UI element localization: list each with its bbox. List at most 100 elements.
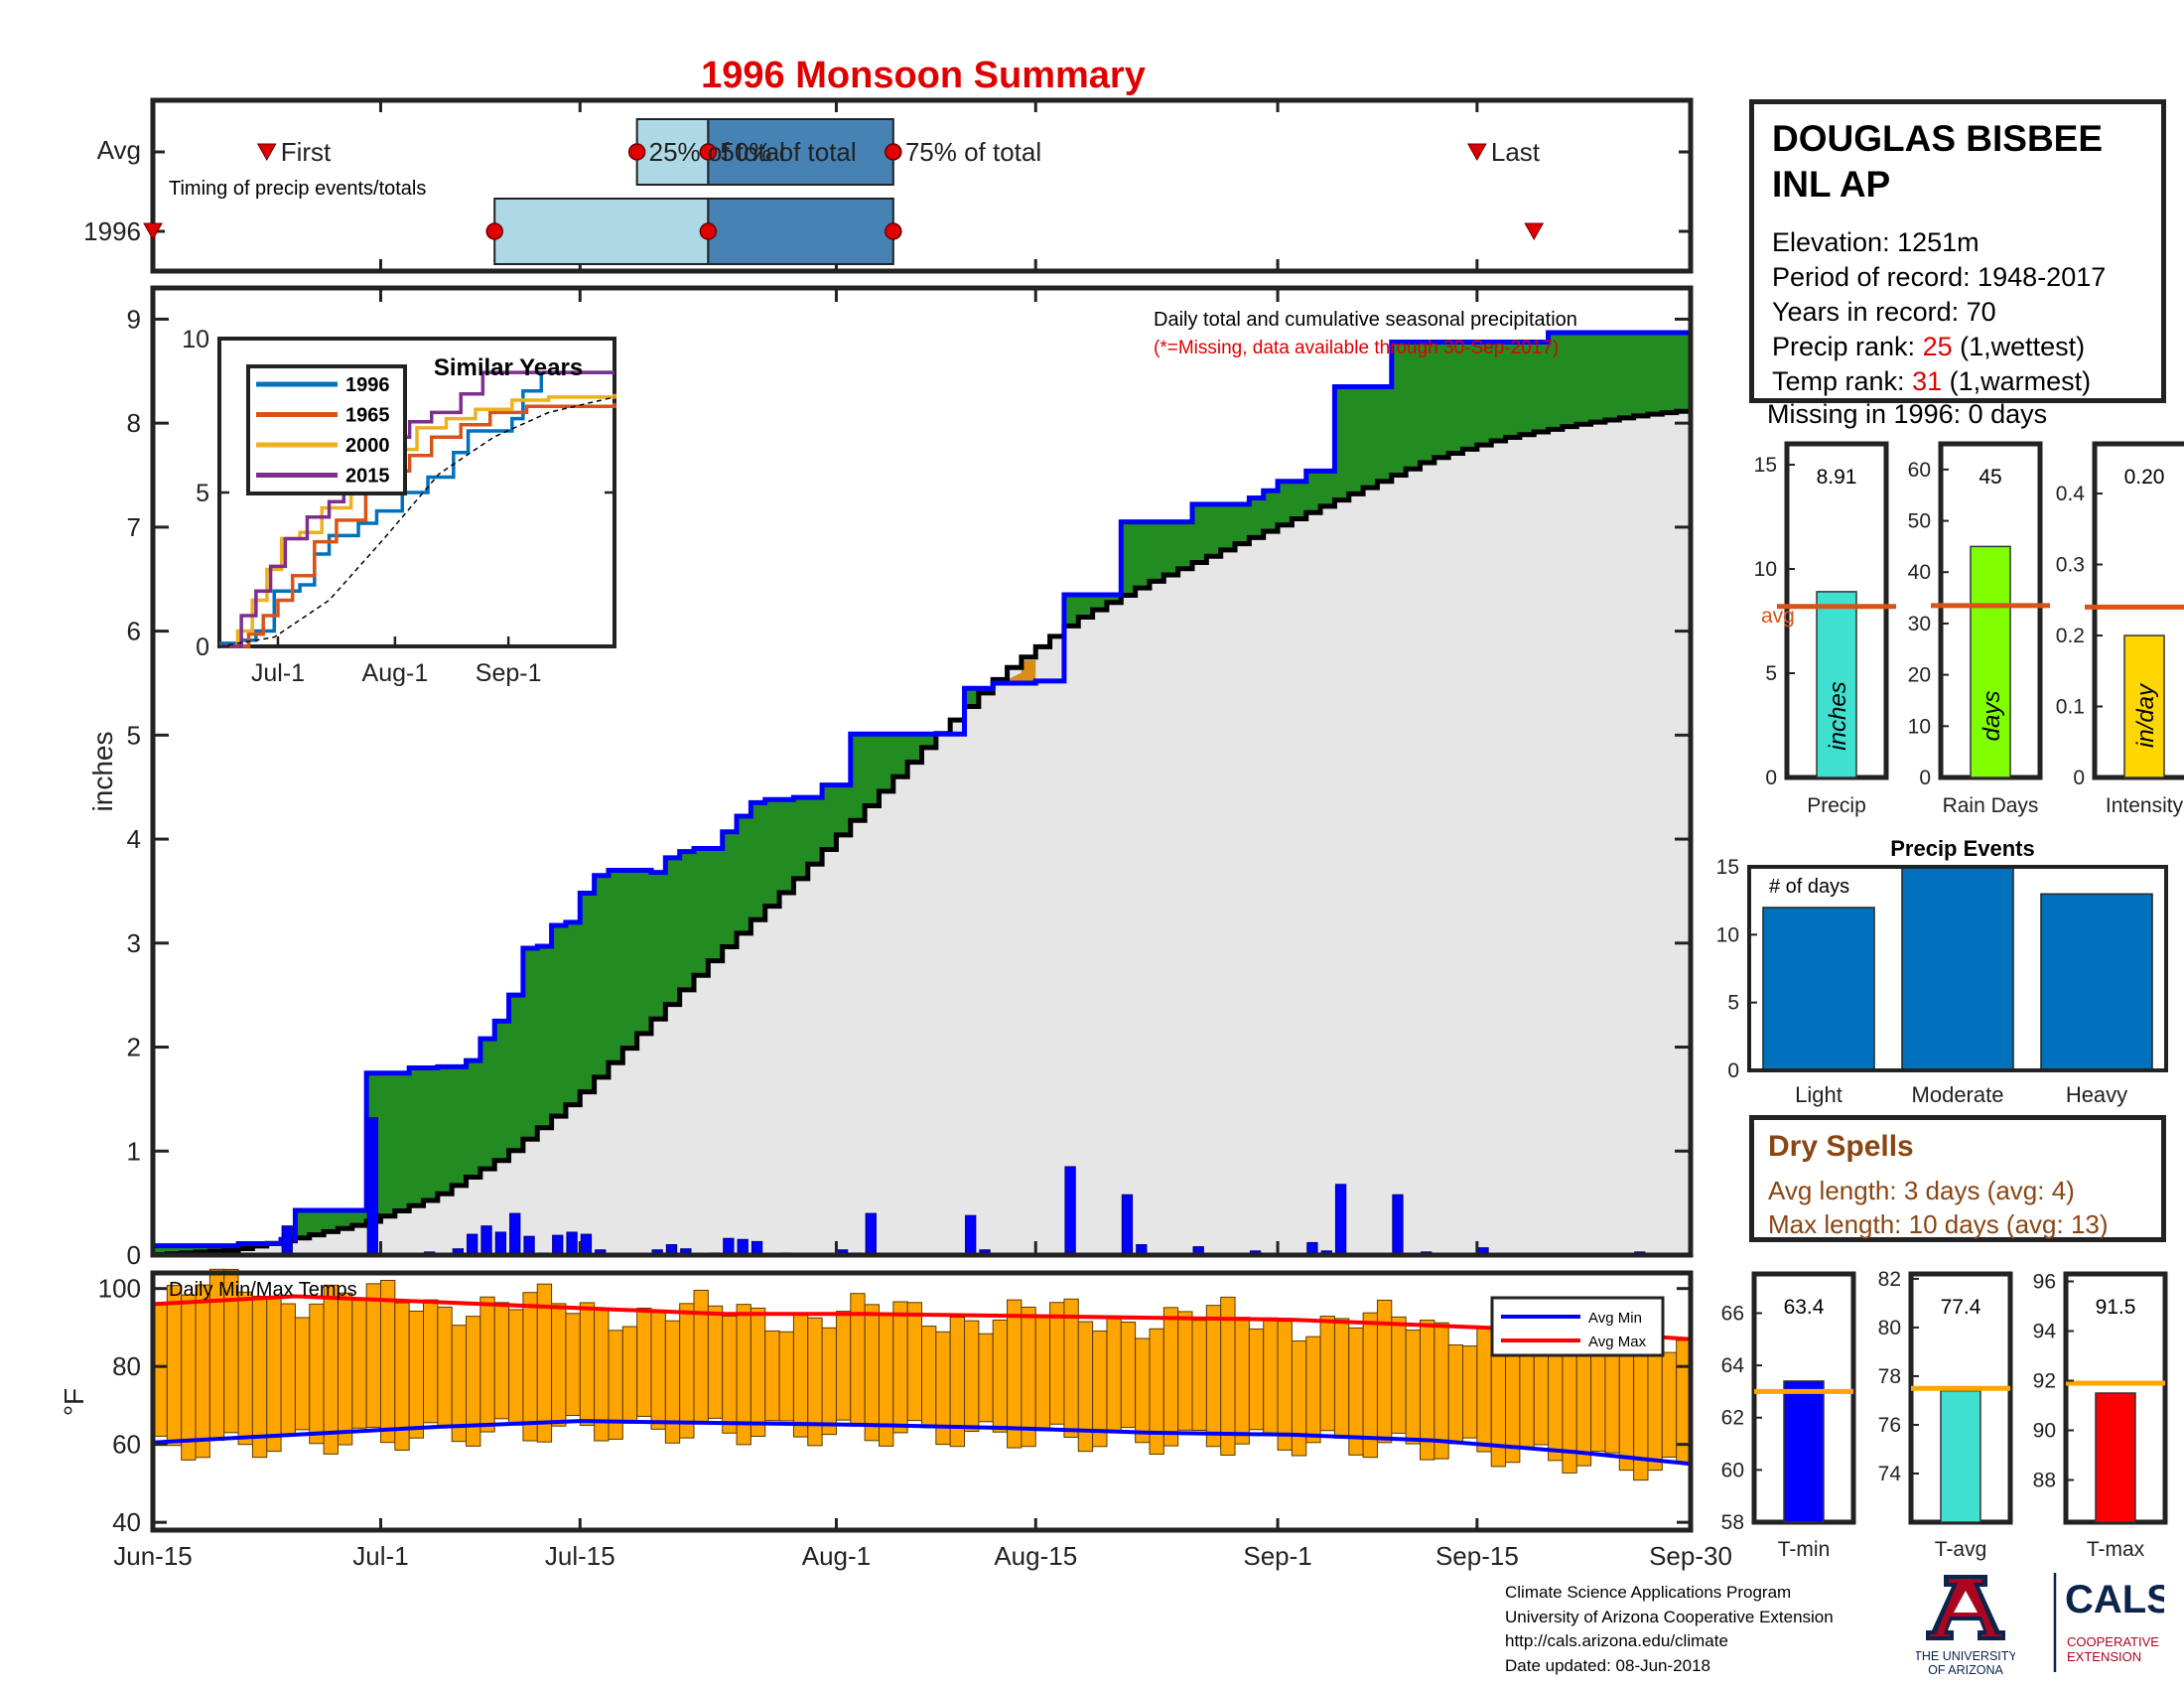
summary-unit-label: days — [1979, 691, 2005, 742]
x-tick-label: Jul-15 — [545, 1541, 615, 1571]
temp-rank-note: (1,warmest) — [1949, 366, 2092, 396]
daily-temp-bar — [508, 1309, 524, 1426]
temp-bar-panels: 58 60 62 64 66 63.4 T-min 74 76 78 80 82 77.4 T-avg 88… — [1721, 1268, 2168, 1561]
temp-panel-t-avg: 74 76 78 80 82 77.4 T-avg — [1878, 1268, 2013, 1561]
footer-credits: Climate Science Applications Program Uni… — [1505, 1581, 1834, 1678]
daily-temp-bar — [1505, 1337, 1521, 1464]
daily-precip-bar — [494, 1231, 507, 1256]
daily-temp-bar — [807, 1317, 823, 1447]
summary-panel-intensity: 0 0.1 0.2 0.3 0.4 0.20 in/day Intensity — [2056, 441, 2184, 817]
years-label: Years in record: — [1772, 297, 1960, 327]
main-y-tick-label: 6 — [127, 617, 141, 646]
missing-data-note: (*=Missing, data available through 30-Se… — [1154, 338, 1559, 358]
daily-temp-bar — [636, 1307, 652, 1417]
timing-first-label: First — [281, 137, 332, 167]
x-tick-label: Sep-1 — [1243, 1541, 1311, 1571]
main-chart-annotation: Daily total and cumulative seasonal prec… — [1154, 309, 1577, 331]
daily-temp-bar — [579, 1302, 596, 1426]
precip-events-annotation-bg — [1761, 872, 1870, 902]
station-name: DOUGLAS BISBEE INL AP — [1772, 118, 2104, 205]
daily-temp-bar — [1234, 1317, 1250, 1445]
timing-avg-first-marker — [256, 143, 277, 162]
daily-temp-bar — [992, 1319, 1009, 1433]
daily-temp-bar — [921, 1326, 937, 1429]
temp-chart-frame — [150, 1270, 1694, 1533]
timing-row-avg-label: Avg — [97, 135, 141, 165]
temp-panel-t-max: 88 90 92 94 96 91.5 T-max — [2033, 1271, 2168, 1561]
temp-y-tick-label: 94 — [2033, 1321, 2057, 1343]
avg-cumulative-line — [150, 408, 1691, 1258]
daily-temp-bar — [493, 1302, 510, 1420]
daily-temp-bar — [1476, 1327, 1492, 1453]
daily-temp-bar — [1007, 1299, 1023, 1449]
daily-temp-bar — [964, 1320, 980, 1433]
daily-temp-bar — [1391, 1316, 1407, 1434]
summary-y-tick-label: 30 — [1908, 613, 1931, 635]
daily-temp-bar — [1277, 1321, 1293, 1451]
daily-temp-bar — [565, 1313, 581, 1417]
daily-temp-bar — [1462, 1345, 1478, 1439]
timing-p50-label: 50% of total — [720, 137, 856, 167]
daily-temp-bar — [1135, 1337, 1151, 1444]
timing-annotation: Timing of precip events/totals — [169, 178, 426, 200]
temp-y-tick-label: 76 — [1878, 1414, 1901, 1437]
dry-spells-title: Dry Spells — [1768, 1130, 1914, 1163]
summary-y-tick-label: 0.1 — [2056, 696, 2085, 719]
daily-temp-bar — [1191, 1320, 1207, 1432]
main-y-tick-label: 1 — [127, 1136, 141, 1166]
period-value: 1948-2017 — [1978, 262, 2107, 292]
main-y-tick-label: 5 — [127, 720, 141, 750]
daily-precip-bar — [480, 1225, 492, 1256]
cals-cooperative-extension-logo: CALS COOPERATIVE EXTENSION — [2053, 1569, 2173, 1678]
daily-temp-bar — [1049, 1302, 1065, 1425]
daily-precip-bar — [281, 1225, 293, 1256]
temp-value-label: 77.4 — [1941, 1296, 1981, 1319]
summary-y-tick-label: 50 — [1908, 510, 1931, 533]
timing-year-first-marker — [143, 222, 163, 241]
dry-spells-max-length: Max length: 10 days (avg: 13) — [1768, 1209, 2109, 1239]
inset-legend-label: 1996 — [345, 374, 390, 396]
inset-x-tick-label: Sep-1 — [476, 659, 542, 687]
x-tick-label: Aug-1 — [802, 1541, 871, 1571]
station-temp-rank: Temp rank: 31 (1,warmest) — [1772, 366, 2091, 397]
summary-y-tick-label: 0 — [1765, 767, 1777, 789]
figure-title: 1996 Monsoon Summary — [701, 55, 1146, 96]
timing-p25-label: 25% of total — [649, 137, 785, 167]
temp-bar-label: T-avg — [1935, 1538, 1987, 1561]
main-chart-frame — [150, 285, 1694, 1258]
daily-temp-bar — [1063, 1298, 1079, 1438]
temp-y-tick-label: 88 — [2033, 1470, 2056, 1492]
daily-temp-bar — [792, 1314, 809, 1438]
timing-year-q2-box — [493, 198, 710, 265]
timing-year-p25-marker — [485, 222, 503, 240]
x-tick-label: Aug-15 — [994, 1541, 1077, 1571]
temp-y-tick-label: 80 — [112, 1351, 141, 1381]
temp-y-tick-label: 64 — [1721, 1354, 1745, 1377]
daily-temp-bar — [351, 1299, 367, 1429]
summary-panel-precip: 0 5 10 15 8.91 inches Precip avg — [1754, 441, 1896, 817]
inset-avg-line — [218, 396, 615, 647]
precip-events-y-tick-label: 0 — [1727, 1059, 1739, 1082]
daily-temp-bar — [1149, 1328, 1164, 1455]
daily-temp-bar — [323, 1284, 339, 1455]
station-period: Period of record: 1948-2017 — [1772, 262, 2106, 293]
daily-temp-bar — [1021, 1306, 1036, 1448]
daily-precip-bar — [523, 1235, 535, 1256]
summary-bar-label: Precip — [1807, 794, 1866, 817]
dry-spells-box: Dry Spells Avg length: 3 days (avg: 4) M… — [1749, 1115, 2166, 1242]
summary-y-tick-label: 10 — [1754, 558, 1777, 581]
footer-line-university: University of Arizona Cooperative Extens… — [1505, 1607, 1834, 1626]
cals-logo-line1: COOPERATIVE — [2067, 1634, 2159, 1649]
daily-temp-bar — [722, 1315, 738, 1434]
inset-legend-label: 2000 — [345, 435, 390, 457]
daily-temp-bar — [408, 1310, 425, 1439]
daily-temp-bar — [864, 1304, 880, 1442]
temp-y-tick-label: 100 — [98, 1274, 141, 1304]
daily-temp-bar — [750, 1307, 766, 1437]
cals-logo-icon: CALS COOPERATIVE EXTENSION — [2053, 1573, 2173, 1672]
main-chart-ylabel: inches — [87, 732, 118, 812]
temp-y-tick-label: 82 — [1878, 1268, 1901, 1291]
daily-precip-bar — [865, 1212, 877, 1256]
precip-rank-value: 25 — [1922, 332, 1953, 361]
